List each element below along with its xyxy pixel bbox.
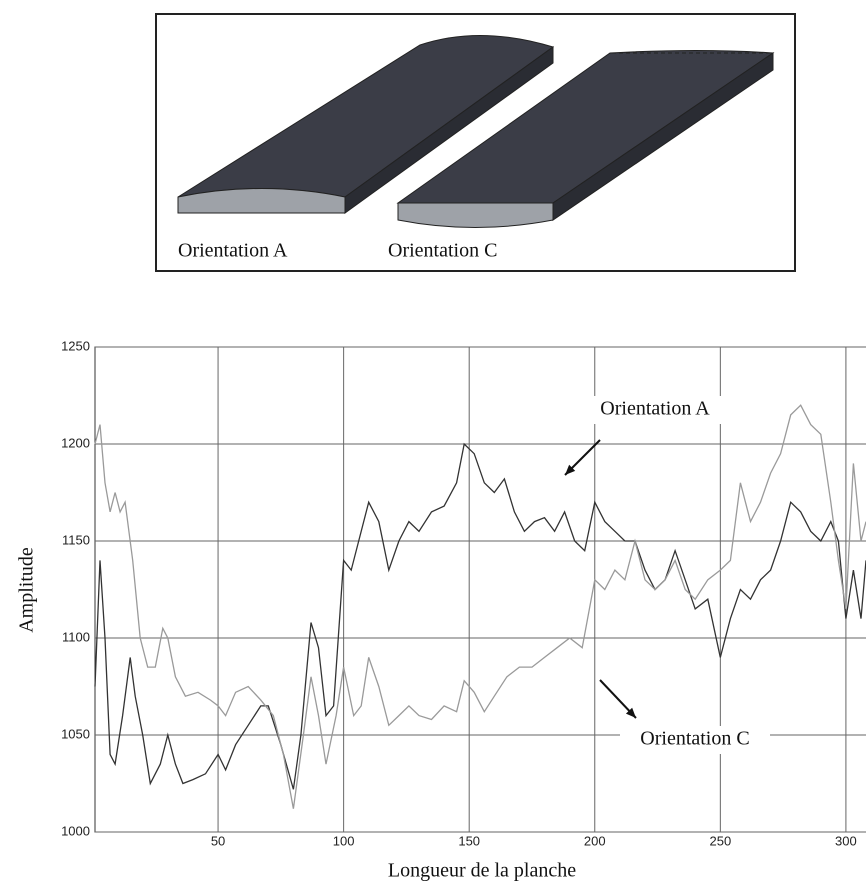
x-tick-label: 150: [458, 833, 480, 848]
y-tick-label: 1100: [62, 629, 90, 644]
y-tick-label: 1000: [61, 823, 90, 838]
y-tick-label: 1200: [61, 435, 90, 450]
annotation-bg: [580, 396, 730, 424]
plot-area: [94, 346, 866, 833]
diagram-label: Orientation A: [178, 240, 288, 262]
board-c-front: [397, 202, 554, 228]
x-tick-label: 300: [835, 833, 857, 848]
data-line: [94, 442, 866, 790]
y-tick-label: 1250: [61, 338, 90, 353]
board-a-side: [344, 46, 554, 214]
y-tick-label: 1050: [61, 726, 90, 741]
x-tick-label: 200: [584, 833, 606, 848]
arrow-head: [625, 707, 636, 718]
diagram-label: Orientation C: [388, 240, 497, 262]
annotation: Orientation A: [600, 398, 710, 420]
annotation-bg: [620, 726, 770, 754]
x-tick-label: 100: [333, 833, 355, 848]
board-c-side: [552, 52, 774, 221]
y-tick-label: 1150: [62, 532, 90, 547]
annotation: Orientation C: [640, 728, 749, 750]
diagram: Orientation A Orientation C: [155, 13, 796, 272]
y-axis-title: Amplitude: [16, 547, 38, 633]
x-tick-label: 50: [211, 833, 225, 848]
data-line: [94, 404, 866, 809]
arrow-head: [565, 464, 576, 475]
x-axis-title: Longueur de la planche: [388, 860, 576, 882]
x-tick-label: 250: [709, 833, 731, 848]
